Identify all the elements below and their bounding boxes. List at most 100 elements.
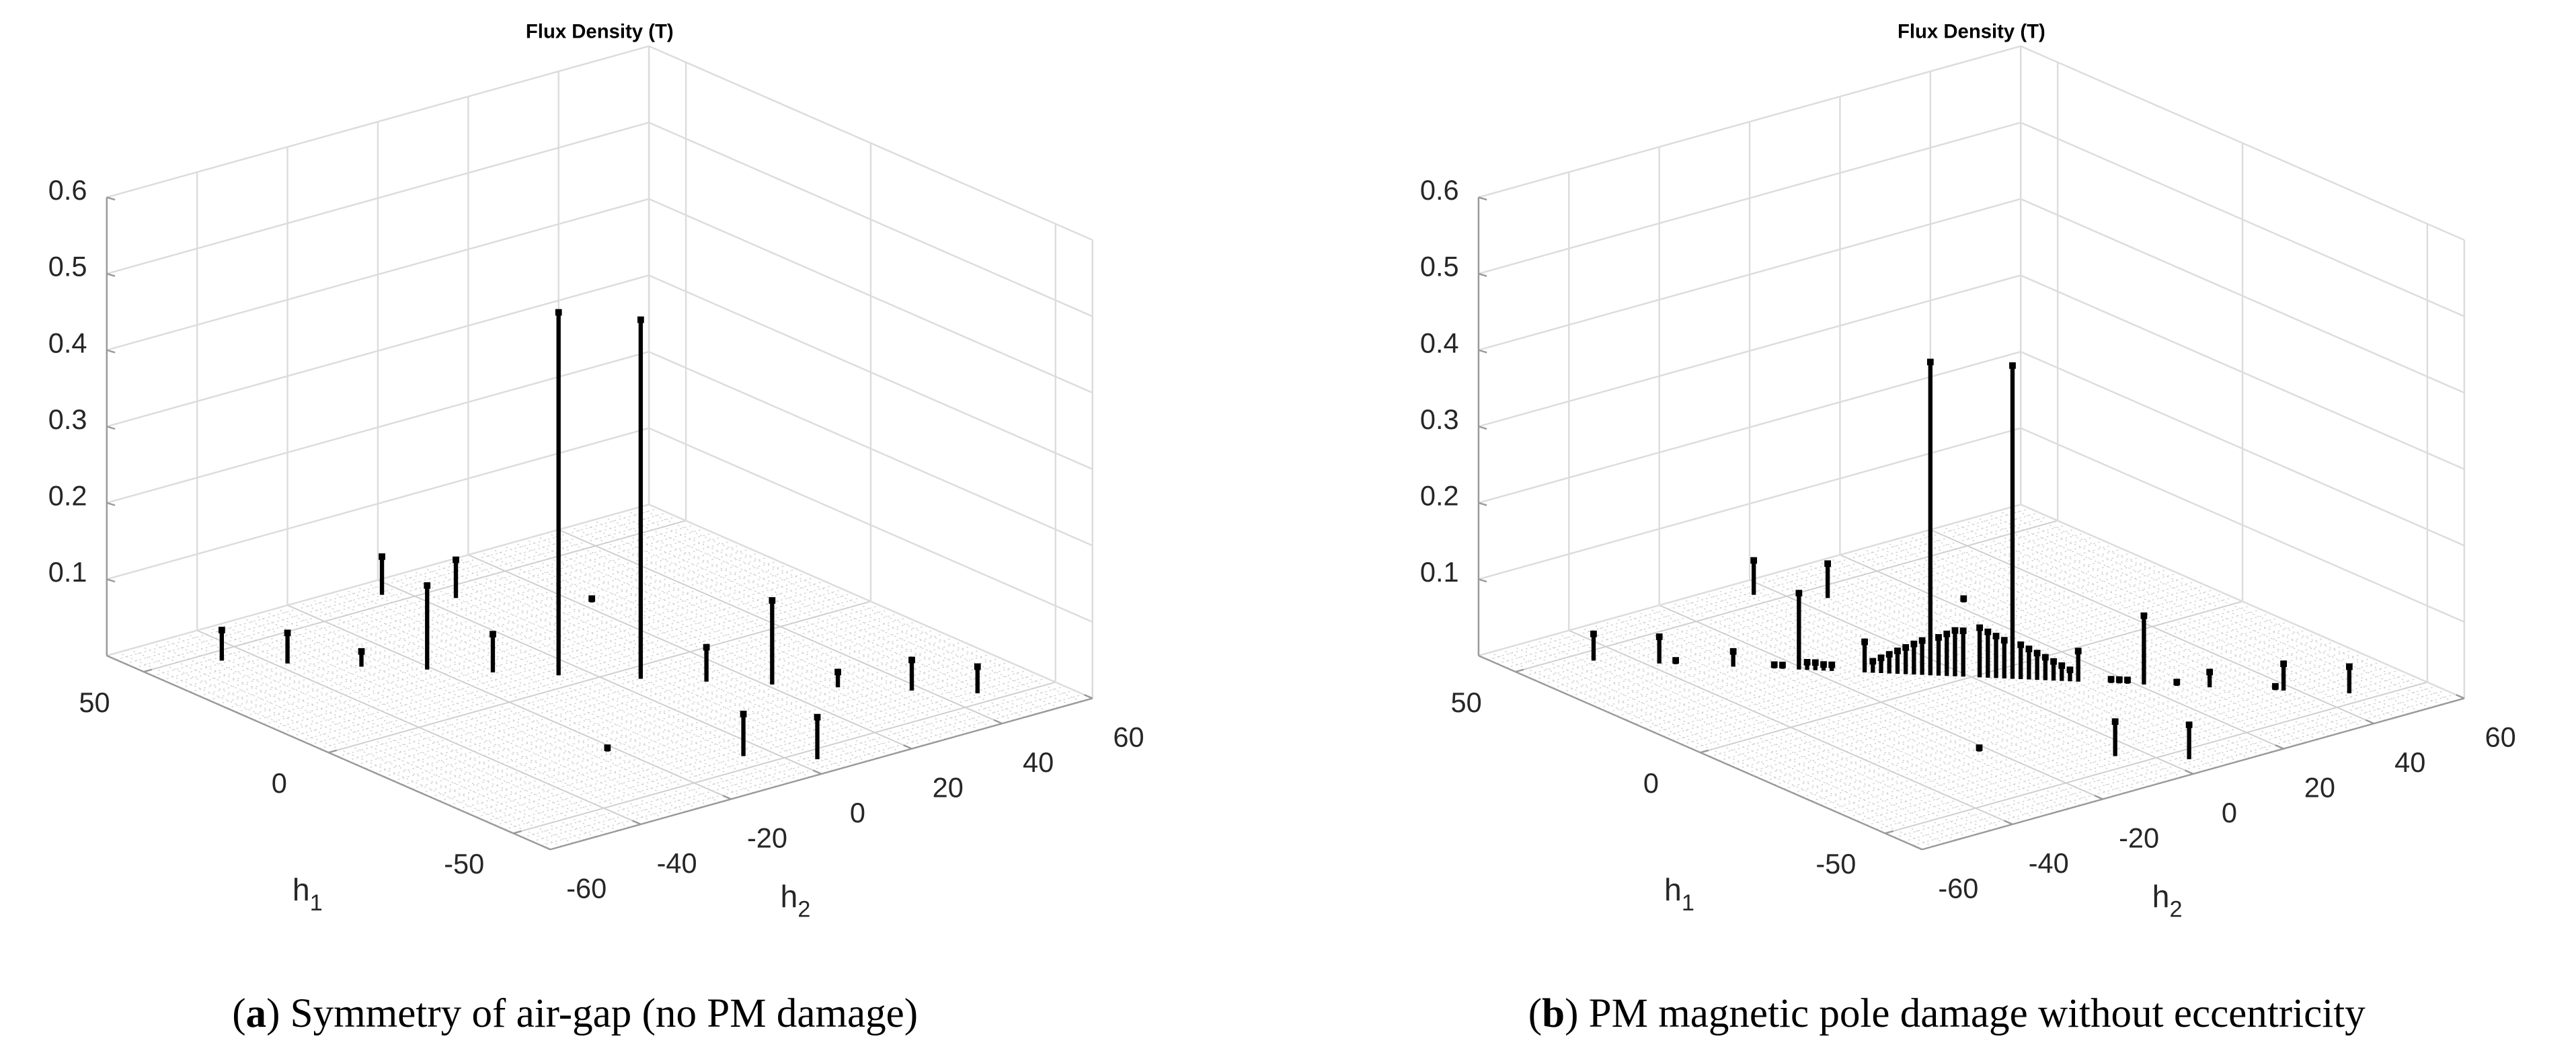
floor-edge	[2020, 504, 2465, 699]
y-tick	[2185, 769, 2194, 775]
y-axis-label: h2	[2152, 879, 2183, 923]
z-tick	[1478, 196, 1487, 201]
y-tick-label: -40	[2029, 847, 2069, 879]
chart-title: Flux Density (T)	[526, 20, 674, 42]
y-tick	[993, 719, 1003, 725]
grid-line	[513, 681, 1056, 834]
z-tick	[1478, 426, 1487, 430]
stem-marker	[379, 553, 385, 560]
stem-marker	[2280, 660, 2287, 668]
stem-marker	[490, 631, 496, 638]
x-axis-label-main: h	[292, 872, 310, 907]
stem-marker	[908, 656, 915, 664]
stem-marker	[834, 668, 841, 676]
stem-marker	[1960, 595, 1967, 602]
stem-marker	[1885, 651, 1893, 658]
y-axis-label-main: h	[781, 879, 798, 914]
z-tick-label: 0.4	[1420, 327, 1459, 358]
stem-marker	[1976, 744, 1983, 751]
x-axis-label-sub: 1	[1682, 890, 1694, 916]
caption-part: ) Symmetry of air-gap (no PM damage)	[266, 991, 918, 1036]
x-tick	[1885, 830, 1894, 834]
x-tick	[143, 668, 153, 673]
stem-marker	[555, 309, 562, 316]
x-axis-label-sub: 1	[310, 890, 323, 916]
stem-marker	[1803, 658, 1811, 666]
stem-marker	[604, 744, 611, 751]
z-tick-label: 0.2	[1420, 479, 1459, 511]
stem-marker	[740, 710, 747, 717]
z-tick-label: 0.5	[48, 251, 87, 282]
stem-marker	[1902, 643, 1910, 651]
stem-marker	[1951, 627, 1959, 634]
y-tick-label: 60	[1113, 721, 1144, 753]
stem-marker	[2345, 663, 2353, 670]
y-tick-label: 0	[2222, 797, 2237, 828]
y-tick	[722, 794, 732, 800]
grid-line	[143, 520, 687, 673]
stem-marker	[2000, 637, 2008, 644]
y-tick-label: 60	[2485, 721, 2516, 753]
z-tick-label: 0.1	[1420, 556, 1459, 588]
y-tick	[1084, 694, 1093, 699]
y-tick	[632, 820, 641, 826]
floor-edge	[648, 504, 1093, 699]
z-tick	[106, 578, 116, 583]
stem-marker	[218, 627, 225, 633]
stem-marker	[1820, 661, 1827, 668]
y-tick-label: 20	[933, 772, 964, 804]
x-tick-label: -50	[444, 848, 484, 880]
y-tick	[2456, 694, 2465, 699]
stem-marker	[2033, 650, 2041, 657]
y-tick	[903, 744, 912, 750]
stem-marker	[424, 582, 431, 589]
z-tick	[1478, 349, 1487, 354]
z-tick-label: 0.3	[1420, 403, 1459, 435]
stem-marker	[814, 713, 821, 721]
z-tick-label: 0.1	[48, 556, 87, 588]
stem-marker	[1926, 358, 1934, 366]
grid-line	[1885, 681, 2428, 834]
stem-marker	[1910, 640, 1918, 648]
x-axis-label: h1	[1664, 872, 1694, 916]
grid-line	[1700, 600, 2243, 754]
stem-marker	[1770, 661, 1778, 668]
stem-marker	[1795, 590, 1803, 596]
stem-marker	[2124, 676, 2131, 684]
y-tick	[2365, 719, 2374, 725]
z-tick	[1478, 502, 1487, 506]
y-tick	[2275, 744, 2284, 750]
y-tick-label: -60	[566, 872, 607, 904]
stem-marker	[1984, 628, 1992, 635]
stem-marker	[588, 595, 596, 602]
x-tick-label: 50	[1450, 687, 1481, 718]
y-axis-label-sub: 2	[2169, 897, 2182, 923]
x-tick	[513, 830, 522, 834]
y-axis-label: h2	[781, 879, 811, 923]
stem-marker	[1869, 658, 1877, 665]
stem-marker	[2140, 612, 2148, 619]
stem-marker	[2111, 718, 2119, 726]
chart-title: Flux Density (T)	[1898, 20, 2045, 42]
x-tick-label: 50	[79, 687, 110, 718]
stem-marker	[2066, 666, 2074, 674]
x-tick	[328, 749, 338, 754]
y-tick	[1913, 845, 1923, 851]
z-tick	[106, 426, 116, 430]
z-tick	[1478, 578, 1487, 583]
x-tick-label: 0	[272, 767, 287, 799]
x-tick	[1515, 668, 1524, 673]
stem-marker	[358, 648, 365, 655]
x-axis-label-main: h	[1664, 872, 1682, 907]
stem-marker	[1976, 624, 1983, 631]
y-tick	[541, 845, 551, 851]
stem-marker	[2025, 646, 2033, 652]
z-tick-label: 0.2	[48, 479, 87, 511]
caption: (b) PM magnetic pole damage without ecce…	[1528, 991, 2366, 1036]
stem-marker	[1935, 634, 1942, 641]
stem-marker	[1779, 662, 1786, 668]
stem-marker	[2272, 682, 2279, 690]
stem-marker	[1828, 661, 1836, 668]
